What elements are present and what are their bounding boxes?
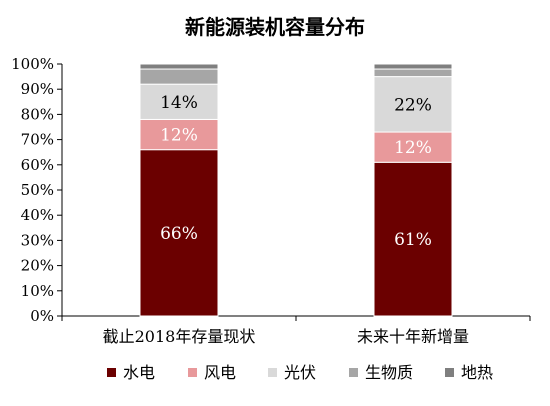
data-label: 61% bbox=[394, 230, 432, 250]
x-tick-label: 截止2018年存量现状 bbox=[103, 327, 256, 346]
bar-segment-地热 bbox=[373, 63, 453, 70]
y-tick-label: 40% bbox=[21, 206, 54, 224]
bar-segment-光伏 bbox=[373, 76, 453, 133]
data-label: 12% bbox=[394, 138, 432, 158]
legend: 水电 风电 光伏 生物质 地热 bbox=[107, 363, 493, 382]
data-label: 66% bbox=[160, 224, 198, 244]
y-tick-label: 50% bbox=[21, 181, 54, 199]
bar-segment-地热 bbox=[139, 63, 219, 70]
chart-title: 新能源装机容量分布 bbox=[185, 15, 365, 39]
legend-label: 地热 bbox=[461, 363, 493, 382]
legend-label: 光伏 bbox=[284, 363, 316, 382]
y-tick-label: 10% bbox=[21, 282, 54, 300]
bar-segment-水电 bbox=[139, 149, 219, 317]
legend-swatch-风电 bbox=[188, 368, 197, 377]
bar-segment-水电 bbox=[373, 161, 453, 317]
bar-segment-风电 bbox=[139, 118, 219, 151]
bar-segment-风电 bbox=[373, 131, 453, 163]
bars: 66% 12% 14% 61% 12% 22% bbox=[139, 63, 453, 317]
bar-segment-光伏 bbox=[139, 83, 219, 120]
x-tick-label: 未来十年新增量 bbox=[357, 327, 469, 346]
legend-swatch-光伏 bbox=[268, 368, 277, 377]
y-tick-label: 20% bbox=[21, 257, 54, 275]
legend-label: 生物质 bbox=[365, 363, 413, 382]
y-tick-label: 30% bbox=[21, 231, 54, 249]
y-axis: 0% 10% 20% 30% 40% 50% 60% 70% 80% 90% 100% bbox=[11, 55, 63, 325]
bar-segment-生物质 bbox=[139, 68, 219, 85]
y-tick-label: 60% bbox=[21, 156, 54, 174]
legend-label: 水电 bbox=[123, 363, 155, 382]
data-label: 22% bbox=[394, 95, 432, 115]
bar-segment-生物质 bbox=[373, 68, 453, 78]
x-axis: 截止2018年存量现状 未来十年新增量 bbox=[61, 315, 531, 346]
y-tick-label: 70% bbox=[21, 131, 54, 149]
y-tick-label: 100% bbox=[11, 55, 54, 73]
y-tick-label: 0% bbox=[30, 307, 54, 325]
legend-label: 风电 bbox=[204, 363, 236, 382]
legend-swatch-生物质 bbox=[349, 368, 358, 377]
legend-swatch-水电 bbox=[107, 368, 116, 377]
legend-swatch-地热 bbox=[445, 368, 454, 377]
y-tick-label: 80% bbox=[21, 105, 54, 123]
data-label: 12% bbox=[160, 126, 198, 146]
data-label: 14% bbox=[160, 93, 198, 113]
y-tick-label: 90% bbox=[21, 80, 54, 98]
